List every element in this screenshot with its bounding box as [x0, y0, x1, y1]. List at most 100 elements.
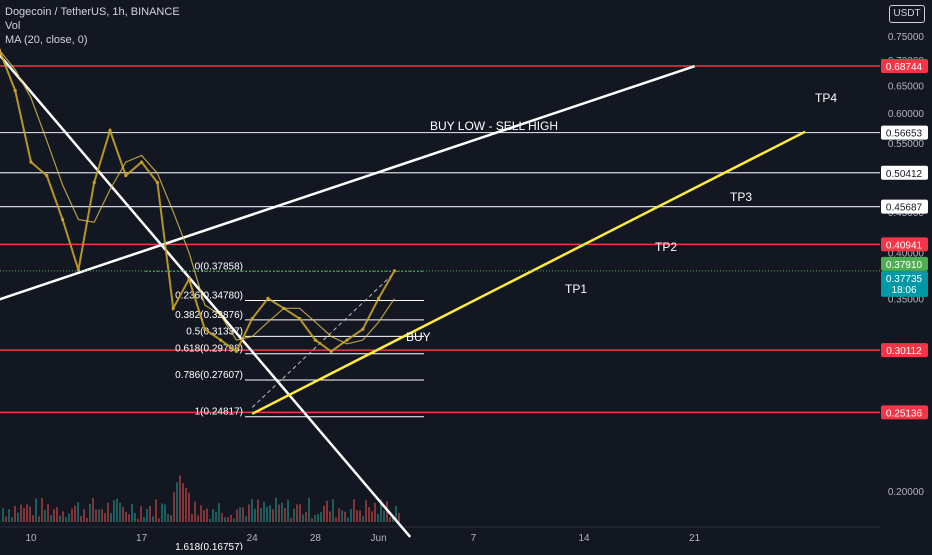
volume-bar: [194, 501, 196, 522]
chart-annotation-text: TP3: [730, 190, 752, 204]
volume-bar: [230, 514, 232, 522]
price-point: [45, 173, 49, 178]
volume-bar: [23, 508, 25, 522]
volume-bar: [92, 497, 94, 522]
level-price-tag: [881, 237, 928, 252]
price-point: [298, 317, 302, 321]
volume-bar: [200, 505, 202, 522]
volume-bar: [131, 503, 133, 522]
ma-indicator-label[interactable]: MA (20, close, 0): [5, 34, 88, 46]
price-point: [140, 160, 144, 164]
price-tick-label: 0.75000: [888, 32, 925, 43]
level-price-tag: [881, 58, 928, 73]
level-price-label: 0.50412: [886, 169, 923, 180]
volume-bar: [236, 509, 238, 522]
price-point: [187, 277, 191, 281]
volume-bar: [104, 513, 106, 522]
price-point: [155, 180, 159, 185]
volume-bar: [14, 506, 16, 522]
volume-bar: [218, 503, 220, 522]
price-point: [29, 160, 33, 164]
volume-bar: [374, 502, 376, 522]
volume-bar: [224, 517, 226, 522]
volume-bar: [170, 515, 172, 522]
volume-bar: [293, 508, 295, 522]
last-price-label: 0.37735: [886, 274, 923, 285]
current-price-tag: [881, 256, 928, 271]
time-tick-label: 28: [310, 533, 322, 544]
volume-bar: [140, 506, 142, 522]
volume-bar: [50, 515, 52, 522]
level-price-tag: [881, 405, 928, 420]
volume-bar: [326, 500, 328, 522]
volume-bar: [110, 513, 112, 522]
price-tick-label: 0.35000: [888, 294, 925, 305]
volume-bar: [233, 518, 235, 522]
chart-annotation-text: TP1: [565, 282, 587, 296]
level-price-label: 0.56653: [886, 129, 923, 140]
price-point: [124, 173, 128, 178]
volume-bar: [80, 516, 82, 522]
volume-bar: [221, 513, 223, 522]
volume-bar: [158, 518, 160, 522]
volume-bar: [182, 483, 184, 522]
chart-annotation-text: BUY LOW - SELL HIGH: [430, 119, 558, 133]
price-point: [345, 338, 349, 342]
price-point: [13, 88, 17, 93]
level-price-tag: [881, 343, 928, 358]
volume-bar: [296, 504, 298, 522]
volume-bar: [395, 506, 397, 522]
volume-bar: [323, 505, 325, 522]
last-price-tag: [881, 270, 928, 297]
volume-bar: [260, 508, 262, 522]
volume-bar: [38, 516, 40, 522]
fib-level-label: 0.382(0.32876): [175, 310, 243, 321]
currency-unit-button[interactable]: USDT: [889, 5, 925, 23]
descending-trendline: [0, 54, 412, 538]
volume-bar: [254, 508, 256, 522]
volume-bar: [188, 492, 190, 522]
level-price-label: 0.45687: [886, 203, 923, 214]
volume-bar: [11, 517, 13, 522]
symbol-title[interactable]: Dogecoin / TetherUS, 1h, BINANCE: [5, 6, 180, 18]
level-price-label: 0.40941: [886, 240, 923, 251]
volume-bar: [203, 510, 205, 522]
volume-bar: [335, 517, 337, 522]
volume-bar: [137, 518, 139, 522]
volume-bar: [35, 498, 37, 522]
price-point: [361, 327, 365, 331]
volume-bar: [311, 518, 313, 522]
volume-bar: [272, 509, 274, 522]
current-price-label: 0.37910: [886, 260, 923, 271]
price-point: [92, 180, 96, 185]
volume-bar: [128, 514, 130, 522]
volume-bar: [176, 482, 178, 522]
price-point: [392, 269, 396, 273]
time-tick-label: 10: [25, 533, 37, 544]
volume-bar: [398, 512, 400, 522]
yellow-support-trendline: [251, 130, 806, 415]
volume-indicator-label[interactable]: Vol: [5, 20, 21, 32]
price-point: [266, 296, 270, 300]
volume-bar: [359, 510, 361, 522]
volume-bar: [122, 506, 124, 522]
price-tick-label: 0.40000: [888, 248, 925, 259]
volume-bar: [314, 514, 316, 522]
volume-bar: [8, 509, 10, 522]
time-tick-label: 14: [578, 533, 590, 544]
time-tick-label: Jun: [371, 533, 387, 544]
volume-bar: [362, 516, 364, 522]
time-tick-label: 7: [471, 533, 477, 544]
price-series-line: [0, 49, 396, 353]
volume-bar: [245, 516, 247, 522]
volume-bar: [101, 509, 103, 522]
volume-bar: [5, 516, 7, 522]
level-price-label: 0.25136: [886, 408, 923, 419]
volume-bar: [77, 502, 79, 522]
volume-bar: [146, 508, 148, 522]
price-point: [108, 128, 112, 133]
volume-bar: [341, 510, 343, 522]
volume-bar: [185, 487, 187, 522]
